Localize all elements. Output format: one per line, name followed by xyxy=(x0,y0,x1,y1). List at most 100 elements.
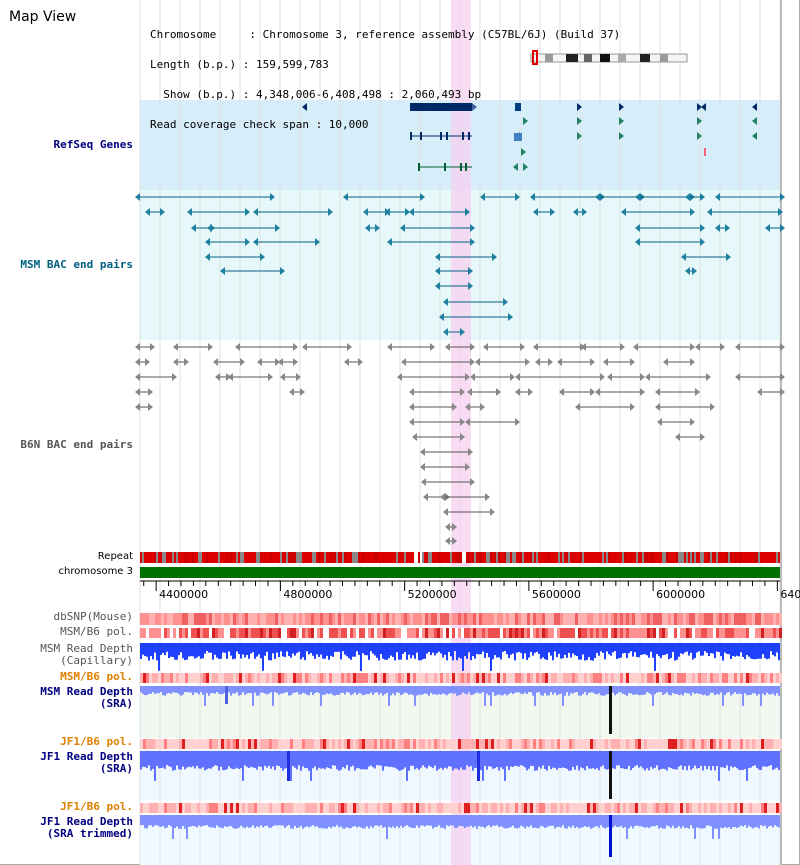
msm-b6-pol-cell xyxy=(455,628,458,638)
jf1-trim-depth-bar xyxy=(686,815,688,828)
repeat-segment xyxy=(578,552,580,563)
dbsnp-cell xyxy=(770,613,773,625)
jf1-sra-depth-bar xyxy=(672,751,674,769)
dbsnp-cell xyxy=(416,613,419,625)
msm-sra-depth-bar xyxy=(194,686,196,693)
repeat-segment xyxy=(360,552,362,563)
jf1-sra-depth-bar xyxy=(750,751,752,768)
track-label-msm-b6-pol[interactable]: MSM/B6 pol. xyxy=(60,625,133,638)
jf1-b6-pol2-cell xyxy=(701,803,704,813)
jf1-b6-pol2-cell xyxy=(275,803,278,813)
jf1-b6-pol2-cell xyxy=(227,803,230,813)
jf1-b6-pol2-cell xyxy=(509,803,512,813)
jf1-trim-depth-bar xyxy=(174,815,176,829)
jf1-b6-pol-cell xyxy=(446,739,449,749)
jf1-trim-depth-bar xyxy=(568,815,570,827)
jf1-sra-depth-bar xyxy=(184,751,186,770)
repeat-segment xyxy=(510,552,512,563)
jf1-b6-pol2-cell xyxy=(200,803,203,813)
track-label-refseq[interactable]: RefSeq Genes xyxy=(53,138,133,151)
msm-b6-pol2-cell xyxy=(167,673,170,683)
msm-b6-pol-cell xyxy=(575,628,578,638)
msm-capillary-depth-bar xyxy=(298,643,300,652)
repeat-segment xyxy=(252,552,254,563)
jf1-b6-pol2-cell xyxy=(743,803,746,813)
jf1-b6-pol2-cell xyxy=(602,803,605,813)
repeat-segment xyxy=(248,552,250,563)
msm-sra-depth-bar xyxy=(696,686,698,694)
jf1-trim-depth-bar xyxy=(458,815,460,826)
jf1-b6-pol-cell xyxy=(404,739,407,749)
repeat-segment xyxy=(452,552,454,563)
jf1-trim-depth-bar xyxy=(646,815,648,828)
msm-capillary-depth-bar xyxy=(472,643,474,657)
repeat-segment xyxy=(398,552,400,563)
jf1-b6-pol2-cell xyxy=(488,803,491,813)
msm-b6-pol2-cell xyxy=(623,673,626,683)
track-label-jf1-depth-trimmed[interactable]: JF1 Read Depth (SRA trimmed) xyxy=(40,816,133,840)
msm-capillary-depth-bar xyxy=(546,643,548,661)
jf1-b6-pol-cell xyxy=(623,739,626,749)
jf1-b6-pol2-cell xyxy=(233,803,236,813)
jf1-b6-pol-cell xyxy=(533,739,536,749)
msm-capillary-depth-bar xyxy=(602,643,604,653)
msm-capillary-depth-bar xyxy=(566,643,568,658)
jf1-sra-depth-bar xyxy=(550,751,552,770)
msm-b6-pol-cell xyxy=(608,628,611,638)
jf1-trim-depth-bar xyxy=(750,815,752,828)
msm-capillary-depth-bar xyxy=(238,643,240,655)
jf1-sra-depth-bar xyxy=(294,751,296,768)
jf1-sra-depth-bar xyxy=(694,751,696,766)
msm-b6-pol-cell xyxy=(581,628,584,638)
jf1-trim-depth-bar xyxy=(194,815,196,827)
dbsnp-cell xyxy=(473,613,476,625)
track-label-msm-b6-pol-2[interactable]: MSM/B6 pol. xyxy=(60,670,133,683)
msm-b6-pol2-cell xyxy=(359,673,362,683)
msm-bac-end xyxy=(443,298,448,306)
msm-b6-pol-cell xyxy=(146,628,149,638)
track-label-msm-depth-capillary[interactable]: MSM Read Depth (Capillary) xyxy=(40,643,133,667)
jf1-sra-depth-bar xyxy=(530,751,532,766)
jf1-trim-depth-bar xyxy=(144,815,146,829)
jf1-b6-pol-cell xyxy=(332,739,335,749)
msm-b6-pol2-cell xyxy=(512,673,515,683)
jf1-b6-pol2-cell xyxy=(164,803,167,813)
msm-bac-end xyxy=(245,238,250,246)
jf1-trim-depth-bar xyxy=(486,815,488,827)
jf1-b6-pol2-cell xyxy=(236,803,239,813)
jf1-trim-depth-bar xyxy=(706,815,708,826)
msm-sra-depth-bar xyxy=(466,686,468,695)
repeat-segment xyxy=(536,552,538,563)
jf1-sra-depth-bar xyxy=(690,751,692,770)
jf1-trim-depth-bar xyxy=(378,815,380,827)
msm-b6-pol2-cell xyxy=(338,673,341,683)
track-label-jf1-b6-pol[interactable]: JF1/B6 pol. xyxy=(60,735,133,748)
track-label-b6n-bac[interactable]: B6N BAC end pairs xyxy=(20,438,133,451)
ideogram-band xyxy=(600,54,610,62)
repeat-segment xyxy=(622,552,624,563)
msm-b6-pol-cell xyxy=(629,628,632,638)
jf1-sra-depth-bar xyxy=(506,751,508,767)
dbsnp-cell xyxy=(701,613,704,625)
track-label-jf1-b6-pol-2[interactable]: JF1/B6 pol. xyxy=(60,800,133,813)
msm-capillary-depth-bar xyxy=(660,643,662,659)
jf1-sra-depth-bar xyxy=(316,751,318,771)
dbsnp-cell xyxy=(380,613,383,625)
jf1-trim-depth-bar xyxy=(342,815,344,829)
repeat-segment xyxy=(468,552,470,563)
jf1-b6-pol-cell xyxy=(359,739,362,749)
msm-bac-end xyxy=(530,193,535,201)
gene-strand-arrow xyxy=(523,163,528,171)
dbsnp-cell xyxy=(377,613,380,625)
b6n-bac-end xyxy=(528,388,533,396)
track-label-dbsnp[interactable]: dbSNP(Mouse) xyxy=(53,610,133,623)
jf1-trim-depth-bar xyxy=(492,815,494,826)
track-label-msm-bac[interactable]: MSM BAC end pairs xyxy=(20,258,133,271)
track-label-jf1-depth-sra[interactable]: JF1 Read Depth (SRA) xyxy=(40,751,133,775)
jf1-trim-depth-bar xyxy=(470,815,472,826)
jf1-sra-depth-bar xyxy=(258,751,260,767)
track-label-msm-depth-sra[interactable]: MSM Read Depth (SRA) xyxy=(40,686,133,710)
dbsnp-cell xyxy=(623,613,626,625)
msm-b6-pol-cell xyxy=(557,628,560,638)
